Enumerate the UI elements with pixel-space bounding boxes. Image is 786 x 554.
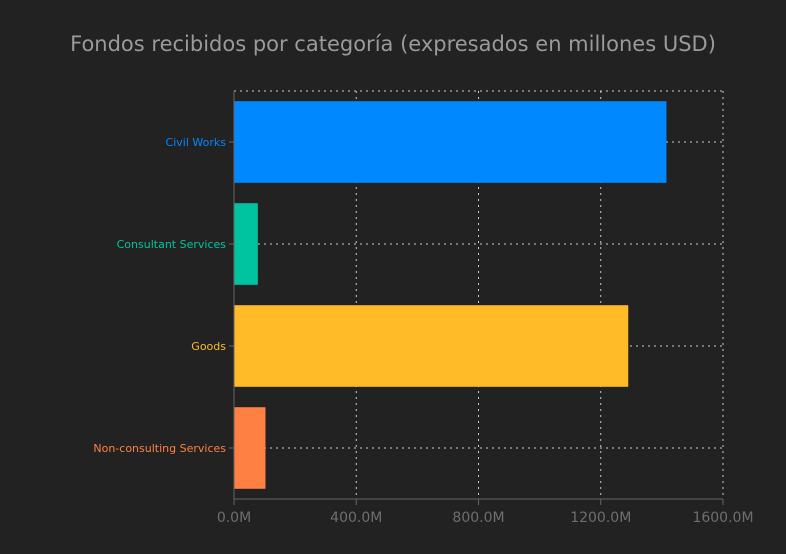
x-tick-label: 0.0M: [217, 510, 251, 526]
x-tick-label: 800.0M: [452, 510, 504, 526]
chart-title: Fondos recibidos por categoría (expresad…: [70, 32, 716, 56]
y-tick-label: Goods: [191, 340, 226, 353]
y-tick-label: Non-consulting Services: [93, 442, 226, 455]
bar-goods[interactable]: [234, 305, 629, 387]
x-tick-label: 1600.0M: [692, 510, 753, 526]
axes: [229, 91, 724, 505]
bar-non-consulting-services[interactable]: [234, 407, 266, 489]
tick-labels: 0.0M 400.0M 800.0M 1200.0M 1600.0M Civil Work…: [93, 136, 753, 526]
bar-consultant-services[interactable]: [234, 203, 258, 285]
bars: [234, 101, 667, 489]
bar-civil-works[interactable]: [234, 101, 667, 183]
y-tick-label: Civil Works: [166, 136, 227, 149]
y-tick-label: Consultant Services: [117, 238, 227, 251]
x-tick-label: 400.0M: [330, 510, 382, 526]
x-tick-label: 1200.0M: [570, 510, 631, 526]
